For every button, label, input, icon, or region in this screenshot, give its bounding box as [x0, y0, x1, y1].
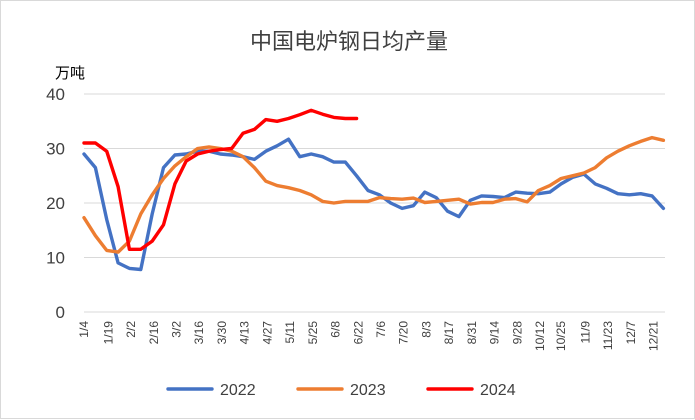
x-tick-label: 4/27 [260, 321, 274, 345]
x-tick-label: 3/2 [170, 321, 184, 338]
x-tick-label: 9/14 [488, 321, 502, 345]
y-tick-label: 40 [46, 85, 65, 104]
series-line-2024 [82, 108, 359, 252]
series-lines [82, 108, 666, 272]
x-tick-label: 12/7 [624, 321, 638, 345]
x-tick-label: 7/6 [374, 321, 388, 338]
x-tick-label: 8/31 [465, 321, 479, 345]
x-tick-label: 1/19 [101, 321, 115, 345]
legend-label-2022: 2022 [220, 382, 256, 399]
x-tick-label: 3/16 [192, 321, 206, 345]
x-tick-label: 10/25 [554, 321, 568, 351]
legend-label-2023: 2023 [350, 382, 386, 399]
x-tick-label: 4/13 [238, 321, 252, 345]
x-tick-label: 1/4 [77, 321, 91, 338]
x-axis-ticks: 1/4 1/19 2/2 2/16 3/2 3/16 3/30 4/13 4/27 5/11 5/2… [77, 321, 661, 351]
series-line-2023 [82, 135, 666, 254]
y-tick-label: 0 [56, 303, 65, 322]
series-line-2022 [82, 137, 666, 272]
x-tick-label: 11/9 [578, 321, 592, 344]
x-tick-label: 6/8 [329, 321, 343, 338]
y-tick-label: 30 [46, 140, 65, 159]
x-tick-label: 5/25 [306, 321, 320, 345]
chart-title: 中国电炉钢日均产量 [250, 30, 448, 55]
legend-label-2024: 2024 [480, 382, 516, 399]
x-tick-label: 12/21 [647, 321, 661, 351]
y-tick-label: 20 [46, 194, 65, 213]
gridlines [84, 93, 665, 313]
y-axis-ticks: 0 10 20 30 40 [46, 85, 65, 322]
x-tick-label: 6/22 [351, 321, 365, 345]
y-tick-label: 10 [46, 249, 65, 268]
x-tick-label: 7/20 [397, 321, 411, 345]
x-tick-label: 3/30 [215, 321, 229, 345]
x-tick-label: 2/2 [124, 321, 138, 338]
x-tick-label: 8/3 [419, 321, 433, 338]
x-tick-label: 10/12 [533, 321, 547, 351]
y-axis-unit-label: 万吨 [55, 64, 85, 82]
legend: 2022 2023 2024 [166, 382, 516, 399]
x-tick-label: 11/23 [601, 321, 615, 350]
x-tick-label: 8/17 [442, 321, 456, 345]
x-tick-label: 2/16 [147, 321, 161, 345]
x-tick-label: 9/28 [510, 321, 524, 345]
x-tick-label: 5/11 [283, 321, 297, 344]
